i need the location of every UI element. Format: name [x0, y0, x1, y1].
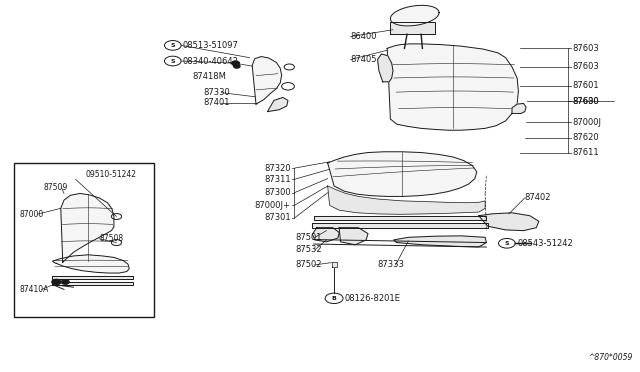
Polygon shape — [479, 213, 539, 231]
Text: 08513-51097: 08513-51097 — [182, 41, 238, 50]
Text: 87603: 87603 — [572, 44, 599, 53]
Text: 08126-8201E: 08126-8201E — [344, 294, 400, 303]
Text: 87311: 87311 — [264, 175, 291, 184]
Text: 87600: 87600 — [572, 97, 599, 106]
Polygon shape — [387, 44, 518, 130]
Polygon shape — [61, 193, 114, 262]
Text: 87301: 87301 — [264, 214, 291, 222]
Polygon shape — [378, 54, 393, 82]
Text: 09510-51242: 09510-51242 — [85, 170, 136, 179]
Polygon shape — [394, 236, 486, 247]
Text: 87410A: 87410A — [19, 285, 49, 294]
Text: 87320: 87320 — [264, 164, 291, 173]
Circle shape — [61, 280, 69, 284]
Text: 87508: 87508 — [99, 234, 124, 243]
Polygon shape — [515, 242, 530, 245]
Text: 87000J+: 87000J+ — [255, 201, 291, 210]
Polygon shape — [312, 228, 339, 242]
Polygon shape — [390, 22, 435, 34]
Polygon shape — [332, 262, 337, 267]
Text: 08340-40642: 08340-40642 — [182, 57, 238, 65]
Polygon shape — [268, 97, 288, 112]
Polygon shape — [52, 276, 133, 279]
Polygon shape — [512, 103, 526, 113]
Text: 87502: 87502 — [296, 260, 322, 269]
Text: 87630: 87630 — [572, 97, 599, 106]
Text: 87418M: 87418M — [192, 72, 226, 81]
Polygon shape — [314, 216, 486, 220]
Text: 87300: 87300 — [264, 188, 291, 197]
Polygon shape — [52, 282, 133, 285]
Text: S: S — [504, 241, 509, 246]
Text: S: S — [74, 172, 77, 177]
Polygon shape — [52, 255, 129, 273]
Text: 86400: 86400 — [351, 32, 377, 41]
Text: 87620: 87620 — [572, 133, 599, 142]
Text: 87509: 87509 — [44, 183, 68, 192]
Text: 87000J: 87000J — [572, 118, 601, 126]
Text: 87501: 87501 — [296, 233, 322, 242]
Text: B: B — [332, 296, 337, 301]
Circle shape — [234, 64, 240, 68]
Polygon shape — [252, 57, 282, 104]
Polygon shape — [339, 228, 368, 245]
Bar — [14, 163, 154, 317]
Circle shape — [52, 279, 61, 285]
Text: 87601: 87601 — [572, 81, 599, 90]
Text: 87611: 87611 — [572, 148, 599, 157]
Text: 87402: 87402 — [525, 193, 551, 202]
Text: 87000: 87000 — [19, 210, 44, 219]
Text: 87333: 87333 — [378, 260, 404, 269]
Text: 87532: 87532 — [296, 246, 323, 254]
Polygon shape — [312, 223, 488, 228]
Polygon shape — [328, 152, 477, 196]
Text: 87330: 87330 — [204, 88, 230, 97]
Text: 08543-51242: 08543-51242 — [517, 239, 573, 248]
Text: 87405: 87405 — [351, 55, 377, 64]
Text: S: S — [170, 58, 175, 64]
Text: 87401: 87401 — [204, 98, 230, 107]
Polygon shape — [328, 186, 485, 214]
Circle shape — [232, 61, 239, 65]
Text: S: S — [170, 43, 175, 48]
Polygon shape — [390, 5, 439, 26]
Text: ^870*0059: ^870*0059 — [588, 353, 632, 362]
Text: 87603: 87603 — [572, 62, 599, 71]
